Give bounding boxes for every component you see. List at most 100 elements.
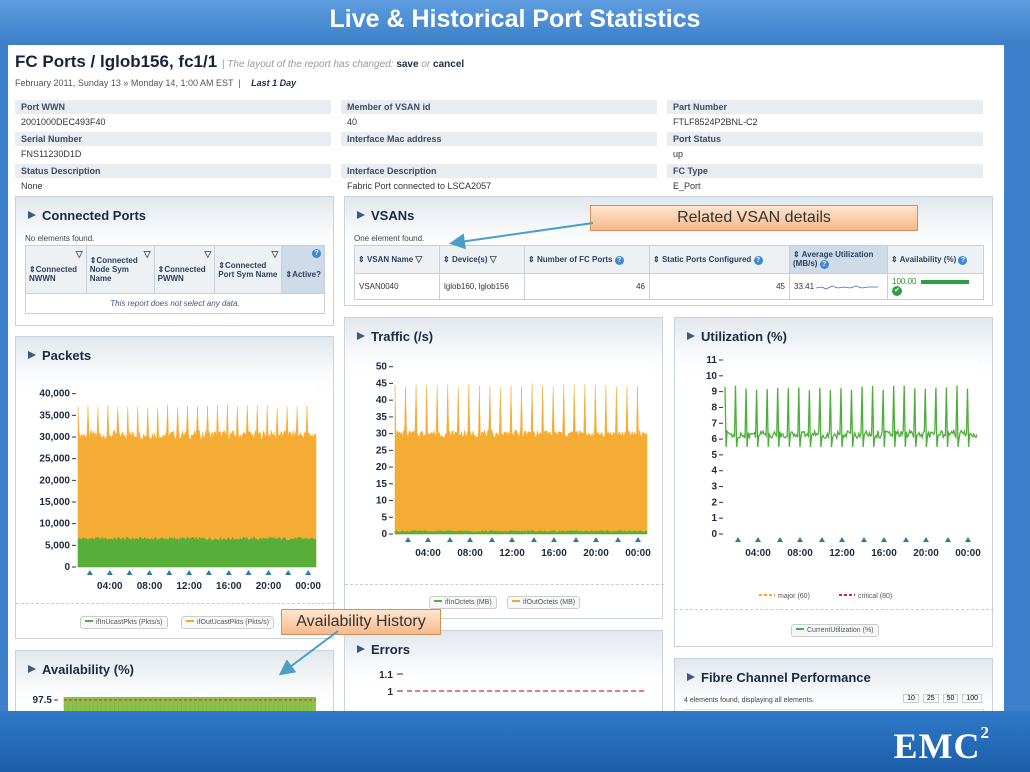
- x-tick-label: 04:00: [415, 548, 441, 559]
- y-tick-label: 8: [711, 402, 717, 413]
- x-tick-marker: [593, 537, 599, 542]
- connected-ports-table: ▽ ⇕Connected NWWN ▽ ⇕Connected Node Sym Na…: [25, 245, 325, 314]
- x-tick-marker: [225, 570, 232, 575]
- prop-port-wwn: Port WWN 2001000DEC493F40: [15, 100, 331, 130]
- prop-label: FC Type: [667, 164, 983, 178]
- availability-chart: 97.5: [33, 695, 316, 711]
- packets-title: Packets: [28, 348, 91, 363]
- filter-icon[interactable]: ▽: [75, 249, 83, 259]
- col-header[interactable]: ⇕ Availability (%) ?: [887, 245, 984, 274]
- page-size-100[interactable]: 100: [962, 694, 982, 703]
- connected-ports-panel: Connected Ports No elements found. ▽ ⇕Con…: [15, 196, 334, 326]
- info-icon[interactable]: ?: [819, 260, 829, 269]
- availability-panel: Availability (%) 97.5: [15, 650, 334, 711]
- x-minor-marker: [945, 537, 951, 542]
- page-size-selector: 10 25 50 100: [901, 694, 982, 703]
- y-tick-label: 15,000: [39, 497, 70, 508]
- date-range-text[interactable]: February 2011, Sunday 13 » Monday 14, 1:…: [15, 78, 234, 88]
- traffic-panel: Traffic (/s) 0 5 10 15 20 25 30 35 40 45 50 04:00 08…: [344, 317, 664, 619]
- y-tick-label: 1.1: [379, 670, 393, 681]
- col-header[interactable]: ▽ ⇕Connected Port Sym Name: [214, 245, 283, 294]
- fc-ports-cell: 46: [524, 273, 650, 300]
- x-tick-marker: [467, 537, 473, 542]
- x-tick-marker: [635, 537, 641, 542]
- legend-out-ucast[interactable]: ifOutUcastPkts (Pkts/s): [181, 616, 274, 629]
- utilization-chart: 0 1 2 3 4 5 6 7 8 9 10 11 04:00 08:00 12:00 16:00 20:00 0…: [706, 356, 981, 559]
- y-tick-label: 7: [711, 418, 717, 429]
- col-header[interactable]: ⇕ Average Utilization (MB/s) ?: [789, 245, 888, 274]
- x-tick-label: 20:00: [913, 548, 939, 559]
- period-link[interactable]: Last 1 Day: [251, 78, 297, 88]
- x-minor-marker: [285, 570, 292, 575]
- col-header[interactable]: ⇕ VSAN Name ▽: [354, 245, 440, 274]
- filter-icon[interactable]: ▽: [415, 254, 423, 264]
- filter-icon[interactable]: ▽: [271, 249, 279, 259]
- col-header[interactable]: ? ⇕Active?: [281, 245, 325, 294]
- page-size-25[interactable]: 25: [922, 694, 939, 703]
- legend-label: ifInUcastPkts (Pkts/s): [96, 619, 163, 626]
- prop-status-description: Status Description None: [15, 164, 331, 194]
- y-tick-label: 45: [376, 378, 388, 389]
- y-tick-label: 40,000: [39, 389, 70, 400]
- legend-in-ucast[interactable]: ifInUcastPkts (Pkts/s): [80, 616, 168, 629]
- save-link[interactable]: save: [396, 59, 419, 70]
- x-tick-marker: [923, 537, 929, 542]
- x-minor-marker: [735, 537, 741, 542]
- report-window: FC Ports / lglob156, fc1/1 | The layout …: [8, 45, 1004, 711]
- vsan-name-cell[interactable]: VSAN0040: [354, 273, 440, 300]
- col-header[interactable]: ▽ ⇕Connected NWWN: [25, 245, 87, 294]
- col-label: VSAN Name: [366, 255, 414, 264]
- page-size-10[interactable]: 10: [903, 694, 919, 703]
- date-range: February 2011, Sunday 13 » Monday 14, 1:…: [15, 78, 297, 88]
- col-header[interactable]: ▽ ⇕Connected PWWN: [153, 245, 216, 294]
- y-tick-label: 30,000: [39, 432, 70, 443]
- info-icon[interactable]: ?: [753, 255, 763, 265]
- x-tick-marker: [265, 570, 272, 575]
- x-tick-marker: [839, 537, 845, 542]
- legend-label: ifOutOctets (MB): [523, 599, 576, 606]
- avg-util-value: 33.41: [794, 281, 815, 291]
- info-icon[interactable]: ?: [958, 255, 968, 265]
- col-header[interactable]: ⇕ Static Ports Configured ?: [649, 245, 790, 274]
- prop-value: FNS11230D1D: [21, 149, 82, 159]
- y-tick-label: 97.5: [33, 695, 53, 706]
- availability-title: Availability (%): [28, 662, 134, 677]
- y-tick-label: 3: [711, 482, 717, 493]
- legend-current-util[interactable]: CurrentUtilization (%): [791, 624, 879, 637]
- x-tick-marker: [797, 537, 803, 542]
- connected-ports-status: No elements found.: [25, 234, 95, 243]
- info-icon[interactable]: ?: [312, 249, 321, 258]
- col-label: Connected Port Sym Name: [218, 260, 278, 279]
- x-tick-label: 20:00: [256, 581, 282, 592]
- prop-value: FTLF8524P2BNL-C2: [673, 117, 758, 127]
- cancel-link[interactable]: cancel: [433, 59, 465, 70]
- legend-in-octets[interactable]: ifInOctets (MB): [429, 596, 497, 609]
- col-header[interactable]: ⇕ Device(s) ▽: [439, 245, 525, 274]
- y-tick-label: 25,000: [39, 454, 70, 465]
- x-tick-marker: [106, 570, 113, 575]
- legend-out-octets[interactable]: ifOutOctets (MB): [507, 596, 581, 609]
- emc-logo: EMC2: [893, 723, 990, 766]
- fc-performance-title: Fibre Channel Performance: [687, 670, 871, 685]
- col-label: Connected Node Sym Name: [89, 256, 138, 283]
- col-label: Availability (%): [899, 254, 957, 264]
- filter-icon[interactable]: ▽: [204, 249, 212, 259]
- table-row[interactable]: VSAN0040 lglob160, lglob156 46 45 33.41 …: [354, 273, 984, 300]
- col-header[interactable]: ▽ ⇕Connected Node Sym Name: [85, 245, 155, 294]
- filter-icon[interactable]: ▽: [143, 249, 151, 259]
- prop-value: [341, 146, 657, 152]
- series-line: [724, 385, 978, 448]
- filter-icon[interactable]: ▽: [489, 254, 497, 264]
- page-size-50[interactable]: 50: [942, 694, 959, 703]
- info-icon[interactable]: ?: [614, 255, 624, 265]
- prop-value: up: [673, 149, 684, 159]
- y-tick-label: 6: [711, 434, 717, 445]
- y-tick-label: 10: [376, 496, 388, 507]
- x-minor-marker: [615, 537, 621, 542]
- col-header[interactable]: ⇕ Number of FC Ports ?: [524, 245, 650, 274]
- x-tick-marker: [965, 537, 971, 542]
- col-label: Average Utilization (MB/s): [793, 250, 874, 268]
- x-minor-marker: [126, 570, 133, 575]
- prop-label: Status Description: [15, 164, 331, 178]
- x-minor-marker: [531, 537, 537, 542]
